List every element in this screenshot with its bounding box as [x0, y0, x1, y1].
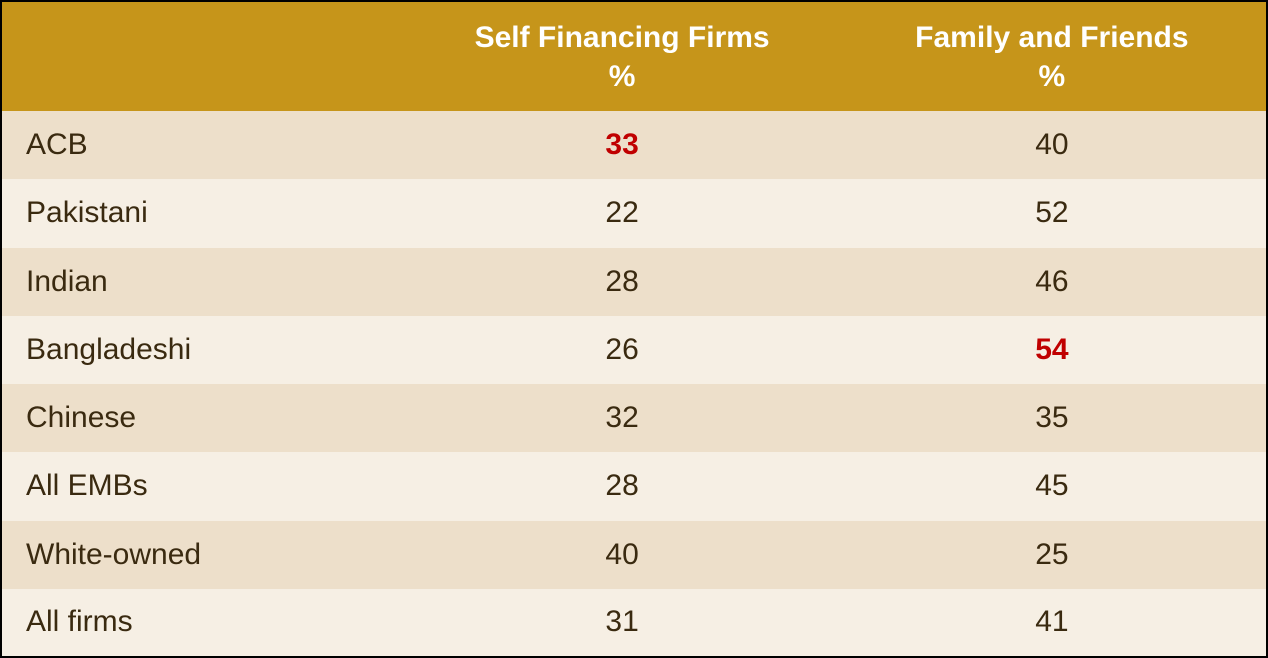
header-family-friends-line2: %: [858, 57, 1246, 96]
table-row: Indian2846: [1, 248, 1267, 316]
cell-self-financing: 33: [406, 111, 837, 179]
header-self-financing-line2: %: [426, 57, 817, 96]
cell-family-friends: 52: [838, 179, 1267, 247]
cell-family-friends: 41: [838, 589, 1267, 657]
financing-table: Self Financing Firms % Family and Friend…: [0, 0, 1268, 658]
cell-self-financing: 28: [406, 248, 837, 316]
table-row: All EMBs2845: [1, 452, 1267, 520]
table-body: ACB3340Pakistani2252Indian2846Bangladesh…: [1, 111, 1267, 657]
row-label: Indian: [1, 248, 406, 316]
cell-self-financing: 32: [406, 384, 837, 452]
table-row: Pakistani2252: [1, 179, 1267, 247]
header-family-friends: Family and Friends %: [838, 1, 1267, 111]
cell-family-friends: 35: [838, 384, 1267, 452]
cell-self-financing: 31: [406, 589, 837, 657]
table-row: White-owned4025: [1, 521, 1267, 589]
cell-self-financing: 40: [406, 521, 837, 589]
cell-self-financing: 22: [406, 179, 837, 247]
header-self-financing: Self Financing Firms %: [406, 1, 837, 111]
table-row: All firms3141: [1, 589, 1267, 657]
row-label: Chinese: [1, 384, 406, 452]
table-row: ACB3340: [1, 111, 1267, 179]
cell-family-friends: 45: [838, 452, 1267, 520]
row-label: All EMBs: [1, 452, 406, 520]
cell-family-friends: 40: [838, 111, 1267, 179]
table-header-row: Self Financing Firms % Family and Friend…: [1, 1, 1267, 111]
row-label: Bangladeshi: [1, 316, 406, 384]
table-row: Chinese3235: [1, 384, 1267, 452]
header-self-financing-line1: Self Financing Firms: [426, 18, 817, 57]
cell-self-financing: 28: [406, 452, 837, 520]
table-row: Bangladeshi2654: [1, 316, 1267, 384]
header-blank: [1, 1, 406, 111]
cell-family-friends: 54: [838, 316, 1267, 384]
row-label: All firms: [1, 589, 406, 657]
header-family-friends-line1: Family and Friends: [858, 18, 1246, 57]
cell-family-friends: 25: [838, 521, 1267, 589]
row-label: White-owned: [1, 521, 406, 589]
row-label: ACB: [1, 111, 406, 179]
cell-self-financing: 26: [406, 316, 837, 384]
row-label: Pakistani: [1, 179, 406, 247]
cell-family-friends: 46: [838, 248, 1267, 316]
